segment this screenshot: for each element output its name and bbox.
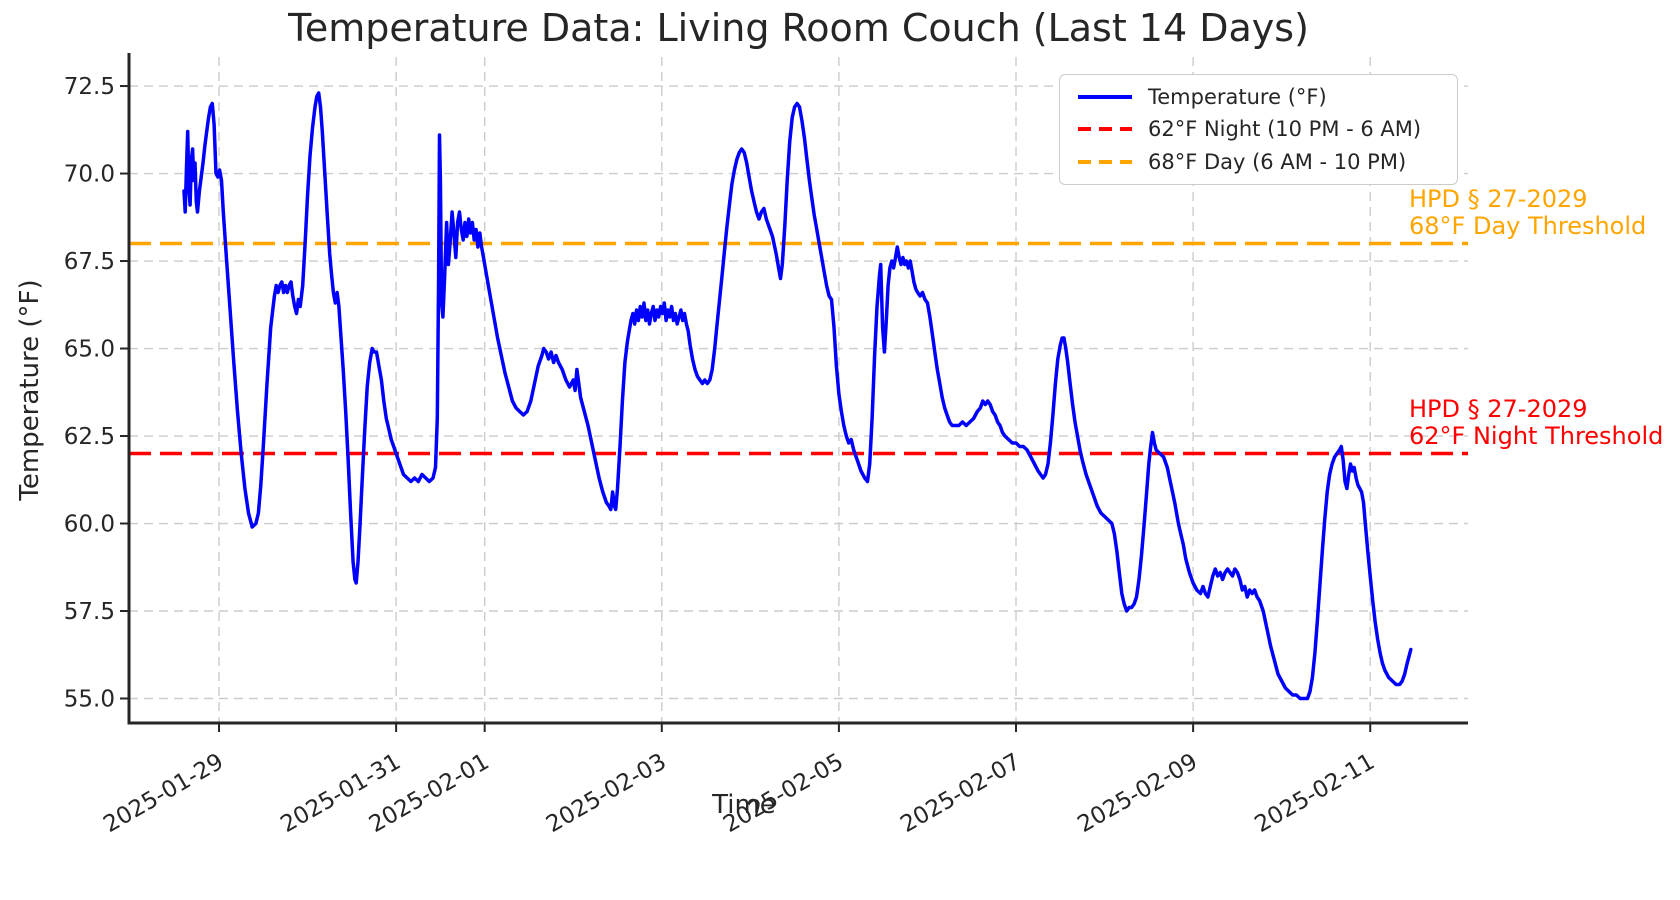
day-threshold-annotation: HPD § 27-2029 68°F Day Threshold bbox=[1409, 186, 1646, 240]
annotation-line: 68°F Day Threshold bbox=[1409, 212, 1647, 240]
y-tick-label: 57.5 bbox=[64, 599, 115, 625]
legend-line-sample-dashed-red bbox=[1078, 127, 1132, 132]
y-tick-label: 70.0 bbox=[64, 162, 115, 188]
y-tick-label: 65.0 bbox=[64, 337, 115, 363]
y-tick-label: 60.0 bbox=[64, 512, 115, 538]
legend-label: 62°F Night (10 PM - 6 AM) bbox=[1148, 117, 1422, 142]
legend-label: 68°F Day (6 AM - 10 PM) bbox=[1148, 149, 1407, 174]
annotation-line: 62°F Night Threshold bbox=[1409, 422, 1664, 450]
legend-line-sample-dashed-orange bbox=[1078, 159, 1132, 164]
legend-item-night-threshold: 62°F Night (10 PM - 6 AM) bbox=[1070, 117, 1447, 141]
x-axis-title: Time bbox=[712, 790, 776, 820]
y-tick-label: 67.5 bbox=[64, 249, 115, 275]
legend-line-sample-solid bbox=[1078, 95, 1132, 100]
legend-item-day-threshold: 68°F Day (6 AM - 10 PM) bbox=[1070, 150, 1447, 174]
annotation-line: HPD § 27-2029 bbox=[1409, 395, 1588, 423]
y-tick-label: 55.0 bbox=[64, 687, 115, 713]
legend: Temperature (°F) 62°F Night (10 PM - 6 A… bbox=[1059, 74, 1458, 185]
y-tick-label: 62.5 bbox=[64, 424, 115, 450]
legend-item-temperature: Temperature (°F) bbox=[1070, 85, 1447, 109]
y-axis-title: Temperature (°F) bbox=[15, 279, 45, 501]
annotation-line: HPD § 27-2029 bbox=[1409, 185, 1588, 213]
chart-title: Temperature Data: Living Room Couch (Las… bbox=[288, 6, 1309, 50]
temperature-line bbox=[182, 91, 1413, 701]
legend-label: Temperature (°F) bbox=[1148, 85, 1327, 110]
y-tick-label: 72.5 bbox=[64, 74, 115, 100]
night-threshold-annotation: HPD § 27-2029 62°F Night Threshold bbox=[1409, 396, 1663, 450]
